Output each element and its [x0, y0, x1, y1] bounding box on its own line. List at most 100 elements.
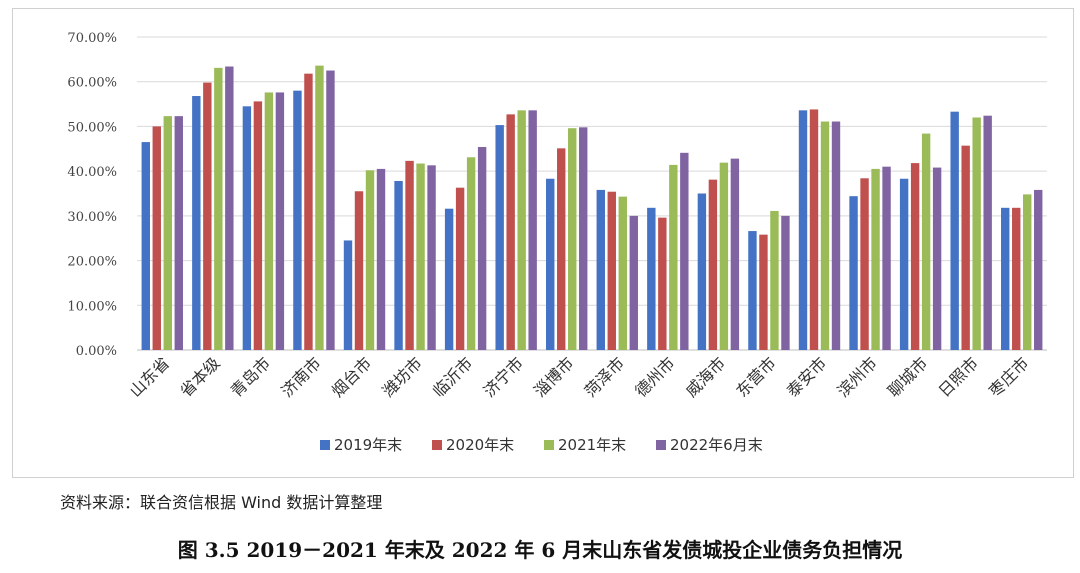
bar [831, 121, 841, 350]
x-tick-label: 聊城市 [884, 353, 931, 400]
x-tick-label: 济宁市 [480, 353, 527, 400]
bar [174, 116, 183, 350]
bar [315, 65, 324, 351]
bar [983, 115, 992, 350]
bar [427, 165, 436, 350]
bar [730, 158, 740, 350]
x-tick-label: 省本级 [176, 353, 223, 400]
bar [647, 207, 656, 350]
legend-label: 2019年末 [334, 436, 402, 454]
x-tick-label: 日照市 [935, 353, 982, 400]
bar [1023, 194, 1032, 350]
y-tick-label: 20.00% [67, 255, 117, 270]
y-tick-label: 40.00% [67, 165, 117, 180]
bar [921, 133, 931, 350]
bar [798, 110, 808, 351]
bar [932, 167, 942, 350]
x-tick-label: 临沂市 [429, 353, 476, 400]
bar [141, 142, 150, 350]
bar [961, 145, 970, 350]
bar-chart: 0.00% 10.00% 20.00% 30.00% 40.00% 50.00% 60.00… [67, 31, 1047, 454]
bar [394, 180, 403, 350]
bar [225, 66, 234, 351]
figure-caption: 图 3.5 2019－2021 年末及 2022 年 6 月末山东省发债城投企业… [177, 538, 903, 562]
x-tick-label: 烟台市 [328, 353, 375, 400]
bar [275, 92, 285, 351]
bar [669, 164, 678, 350]
bar [697, 193, 707, 350]
bar [304, 73, 313, 350]
bar [506, 114, 515, 350]
bar [860, 178, 869, 350]
x-tick-label: 山东省 [126, 353, 173, 400]
bar [658, 217, 667, 350]
bar [557, 148, 566, 350]
bar [1034, 189, 1043, 350]
legend-label: 2020年末 [446, 436, 514, 454]
bar [910, 163, 920, 350]
bar [680, 152, 689, 350]
x-tick-label: 青岛市 [227, 353, 274, 400]
bar [416, 163, 425, 350]
bar [950, 111, 959, 351]
bar [546, 178, 555, 350]
bar [899, 178, 909, 350]
bar [748, 231, 757, 350]
legend-label: 2022年6月末 [670, 436, 763, 454]
bar [517, 110, 526, 351]
x-tick-label: 菏泽市 [581, 353, 628, 400]
y-tick-label: 30.00% [67, 210, 117, 225]
bar [1001, 207, 1010, 350]
x-tick-label: 东营市 [732, 353, 779, 400]
x-tick-label: 德州市 [631, 353, 678, 400]
bar [376, 168, 386, 350]
chart-frame: 0.00% 10.00% 20.00% 30.00% 40.00% 50.00% 60.00… [12, 8, 1074, 478]
bar [192, 96, 201, 350]
bar [242, 106, 252, 350]
bar [871, 168, 880, 350]
legend-swatch [432, 440, 442, 450]
bar [444, 208, 454, 350]
x-tick-label: 泰安市 [783, 353, 830, 400]
bar [466, 157, 476, 350]
bar [568, 128, 577, 350]
x-tick-label: 济南市 [277, 353, 324, 400]
bar [820, 121, 830, 350]
x-tick-label: 枣庄市 [985, 353, 1032, 400]
bar [759, 234, 768, 350]
bar [293, 90, 302, 351]
bar [528, 110, 537, 351]
bar [203, 82, 212, 350]
legend-swatch [544, 440, 554, 450]
bar [770, 210, 779, 350]
bar [214, 67, 223, 351]
bar [253, 101, 263, 350]
y-tick-label: 50.00% [67, 120, 117, 135]
bar [343, 240, 353, 350]
legend-swatch [320, 440, 330, 450]
legend-swatch [656, 440, 666, 450]
bar [163, 116, 172, 350]
legend-label: 2021年末 [558, 436, 626, 454]
bar [781, 215, 790, 350]
y-tick-label: 60.00% [67, 76, 117, 91]
x-tick-label: 淄博市 [530, 353, 577, 400]
y-tick-label: 70.00% [67, 31, 117, 46]
bar [405, 160, 414, 350]
bar [152, 126, 161, 350]
bar [477, 146, 487, 350]
x-tick-label: 潍坊市 [378, 353, 425, 400]
bar [629, 215, 638, 350]
y-tick-label: 0.00% [76, 344, 117, 359]
bar [972, 117, 981, 350]
bar [1012, 207, 1021, 350]
source-note: 资料来源：联合资信根据 Wind 数据计算整理 [60, 493, 383, 512]
bar [809, 109, 819, 351]
bar [495, 125, 504, 350]
x-tick-label: 滨州市 [833, 353, 880, 400]
bar [607, 191, 616, 350]
bar [354, 191, 364, 350]
bar [882, 166, 891, 350]
bar [596, 189, 605, 350]
bar [849, 196, 858, 350]
